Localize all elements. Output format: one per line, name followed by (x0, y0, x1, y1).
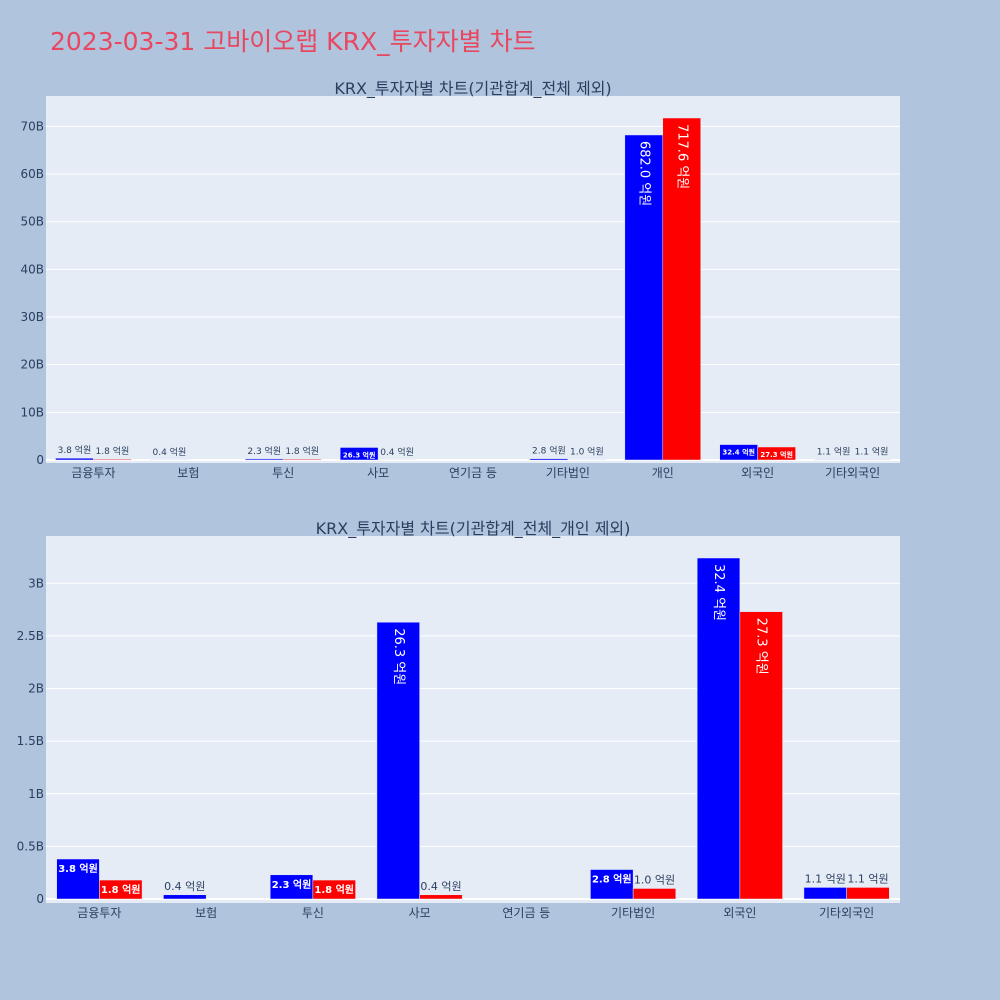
data-label: 717.6 억원 (674, 124, 689, 189)
plot-area (46, 96, 900, 463)
bar (632, 888, 677, 900)
bar (696, 557, 741, 900)
data-label: 1.1 억원 (805, 872, 846, 885)
bar (852, 459, 891, 461)
x-tick-label: 금융투자 (71, 466, 115, 480)
x-tick-label: 연기금 등 (502, 906, 550, 920)
data-label: 1.1 억원 (855, 445, 889, 457)
data-label: 1.1 억원 (847, 872, 888, 885)
data-label: 32.4 억원 (711, 564, 726, 621)
bar (339, 447, 379, 461)
x-tick-label: 외국인 (741, 466, 774, 480)
x-tick-label: 연기금 등 (449, 466, 497, 480)
bar (245, 458, 284, 461)
chart-1: KRX_투자자별 차트(기관합계_전체 제외) 0 10B 20B 30B 40B 50B 6… (20, 79, 900, 480)
x-tick-label: 투신 (272, 466, 294, 480)
y-tick-label: 3B (28, 576, 44, 590)
data-label: 32.4 억원 (722, 448, 755, 457)
y-tick-label: 20B (20, 358, 44, 372)
data-label: 0.4 억원 (420, 880, 461, 893)
y-tick-label: 0 (36, 892, 44, 906)
data-label: 1.1 억원 (817, 445, 851, 457)
y-tick-label: 1B (28, 787, 44, 801)
data-label: 27.3 억원 (760, 450, 793, 459)
data-label: 2.8 억원 (532, 445, 566, 457)
bar (312, 879, 356, 900)
data-label: 0.4 억원 (380, 446, 414, 458)
bar (93, 458, 132, 461)
bar (56, 858, 100, 900)
chart-title: KRX_투자자별 차트(기관합계_전체 제외) (334, 79, 611, 99)
data-label: 0.4 억원 (152, 446, 186, 458)
page-title: 2023-03-31 고바이오랩 KRX_투자자별 차트 (50, 27, 536, 56)
chart-title: KRX_투자자별 차트(기관합계_전체_개인 제외) (316, 519, 631, 539)
x-tick-label: 외국인 (723, 906, 756, 920)
data-label: 1.8 억원 (285, 445, 319, 457)
data-label: 2.3 억원 (247, 445, 281, 457)
data-label: 26.3 억원 (343, 450, 376, 459)
bar (662, 117, 701, 461)
bar (99, 879, 143, 900)
y-tick-label: 0.5B (17, 839, 44, 853)
bar (419, 894, 463, 900)
y-tick-label: 40B (20, 262, 44, 276)
bar (803, 887, 847, 900)
data-label: 3.8 억원 (58, 862, 98, 875)
bar (163, 894, 207, 900)
y-tick-label: 70B (20, 119, 44, 133)
data-label: 27.3 억원 (754, 618, 769, 675)
data-label: 3.8 억원 (58, 444, 92, 456)
x-tick-label: 사모 (367, 466, 389, 480)
y-tick-label: 1.5B (17, 734, 44, 748)
x-tick-label: 개인 (652, 466, 674, 480)
x-tick-label: 금융투자 (77, 906, 121, 920)
y-tick-label: 30B (20, 310, 44, 324)
x-tick-label: 기타외국인 (825, 466, 880, 480)
y-tick-label: 50B (20, 215, 44, 229)
x-tick-label: 기타법인 (546, 466, 590, 480)
x-tick-label: 보험 (195, 906, 217, 920)
data-label: 1.0 억원 (634, 873, 675, 886)
x-tick-label: 기타외국인 (819, 906, 874, 920)
bar (282, 458, 322, 461)
bar (55, 457, 94, 461)
data-label: 682.0 억원 (636, 141, 651, 206)
data-label: 1.8 억원 (314, 883, 354, 896)
bar (590, 869, 634, 900)
bar (814, 459, 853, 461)
y-tick-label: 10B (20, 405, 44, 419)
data-label: 1.8 억원 (96, 445, 130, 457)
y-tick-label: 2.5B (17, 629, 44, 643)
bar (846, 887, 890, 900)
data-label: 1.8 억원 (101, 883, 141, 896)
y-tick-label: 60B (20, 167, 44, 181)
x-tick-label: 기타법인 (611, 906, 655, 920)
bar (376, 621, 420, 900)
x-tick-label: 보험 (177, 466, 199, 480)
data-label: 0.4 억원 (164, 880, 205, 893)
data-label: 2.3 억원 (272, 878, 312, 891)
data-label: 26.3 억원 (391, 628, 406, 685)
x-tick-label: 사모 (409, 906, 431, 920)
bar (739, 611, 783, 900)
data-label: 2.8 억원 (592, 873, 632, 886)
chart-2: KRX_투자자별 차트(기관합계_전체_개인 제외) 0 0.5B 1B 1.5B 2B 2… (17, 519, 900, 920)
data-label: 1.0 억원 (570, 446, 604, 458)
x-tick-label: 투신 (302, 906, 324, 920)
y-tick-label: 2B (28, 682, 44, 696)
bar (529, 458, 569, 461)
y-tick-label: 0 (36, 453, 44, 467)
bar (757, 446, 796, 461)
